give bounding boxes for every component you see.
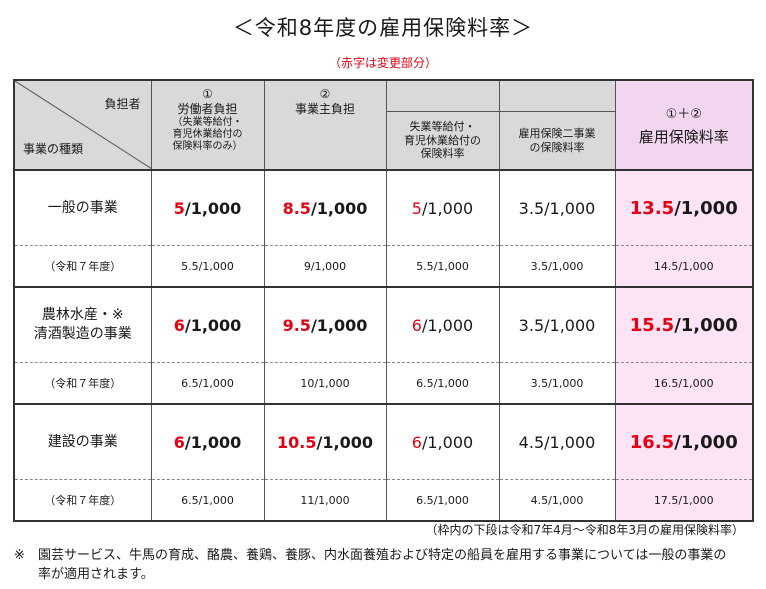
- employer-number: ②: [319, 87, 331, 101]
- page-title: ＜令和8年度の雇用保険料率＞: [232, 16, 534, 40]
- sub2-rate: 4.5/1,000: [498, 404, 616, 480]
- worker-note-1: （失業等給付・: [172, 117, 243, 128]
- corner-business-label: 事業の種類: [23, 142, 84, 156]
- worker-rate: 6/1,000: [150, 287, 265, 363]
- employer-label: 事業主負担: [294, 102, 355, 116]
- prev-employer: 9/1,000: [263, 245, 387, 288]
- category-cell: 一般の事業: [13, 170, 152, 246]
- footnote-mark: ※: [14, 548, 25, 563]
- prev-label: （令和７年度）: [13, 479, 152, 521]
- total-rate: 13.5/1,000: [614, 170, 754, 246]
- prev-worker: 6.5/1,000: [150, 479, 265, 521]
- prev-label: （令和７年度）: [13, 362, 152, 405]
- sub2-rate: 3.5/1,000: [498, 287, 616, 363]
- prev-sub2: 3.5/1,000: [498, 362, 616, 405]
- employer-rate: 10.5/1,000: [263, 404, 387, 480]
- sub1-rate: 6/1,000: [385, 287, 500, 363]
- header-worker: ① 労働者負担 （失業等給付・ 育児休業給付の 保険料率のみ）: [150, 80, 265, 171]
- category-cell: 建設の事業: [13, 404, 152, 480]
- worker-note-3: 保険料率のみ）: [172, 141, 243, 152]
- prev-worker: 5.5/1,000: [150, 245, 265, 288]
- prev-total: 16.5/1,000: [614, 362, 754, 405]
- category-cell: 農林水産・※ 清酒製造の事業: [13, 287, 152, 363]
- sub1-line-1: 失業等給付・: [409, 119, 476, 133]
- employer-rate: 9.5/1,000: [263, 287, 387, 363]
- diagonal-line: [15, 81, 152, 169]
- corner-burden-label: 負担者: [104, 97, 141, 111]
- red-text-legend: （赤字は変更部分）: [328, 56, 437, 70]
- sub1-rate: 5/1,000: [385, 170, 500, 246]
- total-number: ①＋②: [665, 107, 702, 122]
- prev-employer: 10/1,000: [263, 362, 387, 405]
- table-row: 農林水産・※ 清酒製造の事業 6/1,000 9.5/1,000 6/1,000 …: [13, 287, 754, 363]
- footnote: ※ 園芸サービス、牛馬の育成、酪農、養鶏、養豚、内水面養殖および特定の船員を雇用…: [14, 547, 738, 585]
- table-header-row: 負担者 事業の種類 ① 労働者負担 （失業等給付・ 育児休業給付の 保険料率のみ…: [13, 80, 754, 171]
- header-corner: 負担者 事業の種類: [13, 80, 152, 171]
- worker-label: 労働者負担: [177, 102, 238, 116]
- total-rate: 15.5/1,000: [614, 287, 754, 363]
- prev-year-row: （令和７年度） 6.5/1,000 11/1,000 6.5/1,000 4.5…: [13, 479, 754, 521]
- prev-year-row: （令和７年度） 5.5/1,000 9/1,000 5.5/1,000 3.5/…: [13, 245, 754, 288]
- worker-note-2: 育児休業給付の: [172, 129, 243, 140]
- period-note: （枠内の下段は令和7年4月～令和8年3月の雇用保険料率）: [425, 523, 744, 537]
- header-employer-sub2: 雇用保険二事業 の保険料率: [498, 80, 616, 171]
- prev-employer: 11/1,000: [263, 479, 387, 521]
- sub1-rate: 6/1,000: [385, 404, 500, 480]
- header-employer-sub1: 失業等給付・ 育児休業給付の 保険料率: [385, 80, 500, 171]
- prev-total: 17.5/1,000: [614, 479, 754, 521]
- worker-rate: 5/1,000: [150, 170, 265, 246]
- total-label: 雇用保険料率: [638, 128, 729, 146]
- prev-sub1: 6.5/1,000: [385, 479, 500, 521]
- insurance-rate-table: 負担者 事業の種類 ① 労働者負担 （失業等給付・ 育児休業給付の 保険料率のみ…: [13, 79, 754, 522]
- sub2-line-1: 雇用保険二事業: [518, 126, 596, 140]
- worker-number: ①: [202, 87, 213, 101]
- sub1-line-3: 保険料率: [420, 147, 465, 161]
- prev-total: 14.5/1,000: [614, 245, 754, 288]
- footnote-text: 園芸サービス、牛馬の育成、酪農、養鶏、養豚、内水面養殖および特定の船員を雇用する…: [38, 548, 727, 582]
- prev-sub2: 3.5/1,000: [498, 245, 616, 288]
- sub2-rate: 3.5/1,000: [498, 170, 616, 246]
- prev-year-row: （令和７年度） 6.5/1,000 10/1,000 6.5/1,000 3.5…: [13, 362, 754, 405]
- table-row: 建設の事業 6/1,000 10.5/1,000 6/1,000 4.5/1,0…: [13, 404, 754, 480]
- sub2-line-2: の保険料率: [529, 140, 585, 154]
- total-rate: 16.5/1,000: [614, 404, 754, 480]
- table-row: 一般の事業 5/1,000 8.5/1,000 5/1,000 3.5/1,00…: [13, 170, 754, 246]
- prev-sub1: 5.5/1,000: [385, 245, 500, 288]
- employer-rate: 8.5/1,000: [263, 170, 387, 246]
- sub1-line-2: 育児休業給付の: [404, 133, 481, 147]
- header-total: ①＋② 雇用保険料率: [614, 80, 754, 171]
- prev-sub1: 6.5/1,000: [385, 362, 500, 405]
- prev-worker: 6.5/1,000: [150, 362, 265, 405]
- prev-sub2: 4.5/1,000: [498, 479, 616, 521]
- worker-rate: 6/1,000: [150, 404, 265, 480]
- header-employer: ② 事業主負担: [263, 80, 387, 171]
- prev-label: （令和７年度）: [13, 245, 152, 288]
